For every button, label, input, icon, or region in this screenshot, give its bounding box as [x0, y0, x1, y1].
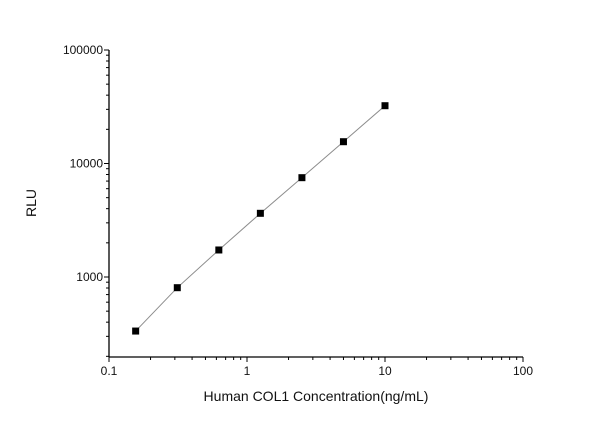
- data-point: [173, 284, 181, 292]
- x-tick-label: 100: [513, 364, 533, 378]
- x-tick-label: 0.1: [101, 364, 118, 378]
- y-tick-label: 10000: [70, 157, 104, 171]
- y-axis-title: RLU: [23, 189, 39, 217]
- data-point: [381, 102, 389, 110]
- y-tick-label: 1000: [76, 270, 103, 284]
- y-tick-label: 100000: [63, 43, 103, 57]
- x-tick-label: 10: [378, 364, 392, 378]
- data-point: [256, 209, 264, 217]
- axes: [108, 50, 523, 358]
- data-point: [339, 138, 347, 146]
- data-point: [215, 246, 223, 254]
- series: [132, 102, 389, 335]
- ticks: [104, 49, 524, 362]
- fit-line: [135, 105, 386, 332]
- data-point: [132, 327, 140, 335]
- data-point: [298, 174, 306, 182]
- x-tick-label: 1: [244, 364, 251, 378]
- x-axis-title: Human COL1 Concentration(ng/mL): [204, 388, 429, 404]
